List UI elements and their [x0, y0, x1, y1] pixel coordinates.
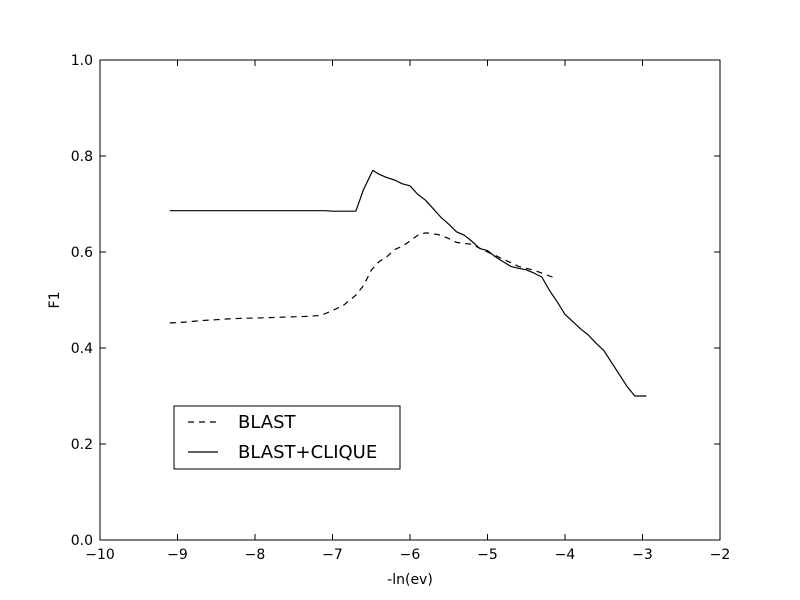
y-tick-label: 0.2: [71, 437, 93, 453]
x-tick-label: −7: [322, 547, 343, 563]
legend-box: [173, 405, 401, 470]
series-line-blast-clique: [169, 169, 647, 397]
legend: BLAST BLAST+CLIQUE: [173, 405, 401, 470]
x-tick-label: −4: [555, 547, 576, 563]
x-tick-label: −3: [632, 547, 653, 563]
y-tick-label: 1.0: [71, 53, 93, 69]
x-tick-label: −9: [167, 547, 188, 563]
y-tick-label: 0.6: [71, 245, 93, 261]
x-tick-label: −5: [477, 547, 498, 563]
legend-label-blast-clique: BLAST+CLIQUE: [238, 442, 377, 463]
x-tick-label: −8: [245, 547, 266, 563]
x-tick-label: −2: [710, 547, 731, 563]
ticks-layer: −10 −9 −8 −7 −6 −5 −4 −3 −2 0.0 0.2 0.4 0.6 0.8 1.0: [71, 53, 731, 563]
x-axis-label: -ln(ev): [387, 572, 433, 588]
series-layer: [169, 169, 647, 397]
y-tick-label: 0.8: [71, 149, 93, 165]
x-tick-label: −10: [85, 547, 115, 563]
x-tick-label: −6: [400, 547, 421, 563]
legend-label-blast: BLAST: [238, 412, 297, 433]
series-line-blast: [169, 232, 554, 324]
y-axis-label: F1: [47, 292, 63, 309]
y-tick-label: 0.4: [71, 341, 93, 357]
y-tick-label: 0.0: [71, 533, 93, 549]
